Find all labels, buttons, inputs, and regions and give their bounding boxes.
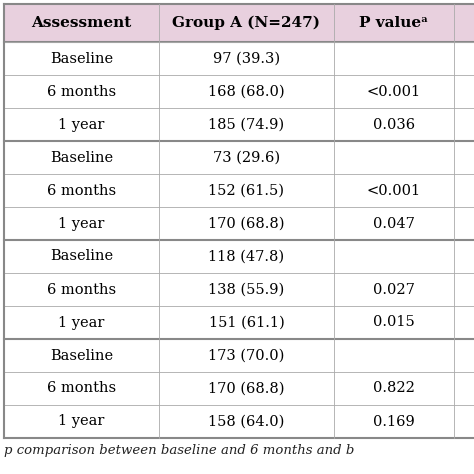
Text: p comparison between baseline and 6 months and b: p comparison between baseline and 6 mont… <box>4 444 355 457</box>
Text: 6 months: 6 months <box>47 183 116 198</box>
Text: Baseline: Baseline <box>50 249 113 264</box>
Bar <box>4 42 474 75</box>
Text: 170 (68.8): 170 (68.8) <box>208 217 285 230</box>
Text: 0.036: 0.036 <box>373 118 415 131</box>
Bar <box>4 405 474 438</box>
Bar <box>4 273 474 306</box>
Text: 138 (55.9): 138 (55.9) <box>209 283 284 297</box>
Text: Baseline: Baseline <box>50 348 113 363</box>
Text: P valueᵃ: P valueᵃ <box>359 16 428 30</box>
Bar <box>4 207 474 240</box>
Text: 0.015: 0.015 <box>373 316 415 329</box>
Text: Baseline: Baseline <box>50 52 113 65</box>
Text: 1 year: 1 year <box>58 217 105 230</box>
Text: 0.822: 0.822 <box>373 382 415 395</box>
Bar <box>4 141 474 174</box>
Bar <box>4 75 474 108</box>
Text: Assessment: Assessment <box>31 16 132 30</box>
Text: 151 (61.1): 151 (61.1) <box>209 316 284 329</box>
Text: 0.027: 0.027 <box>373 283 415 297</box>
Text: <0.001: <0.001 <box>367 183 421 198</box>
Bar <box>4 306 474 339</box>
Bar <box>4 339 474 372</box>
Bar <box>4 4 474 42</box>
Text: 6 months: 6 months <box>47 283 116 297</box>
Text: Group A (N=247): Group A (N=247) <box>173 16 320 30</box>
Text: 0.047: 0.047 <box>373 217 415 230</box>
Text: 158 (64.0): 158 (64.0) <box>208 414 285 428</box>
Text: 73 (29.6): 73 (29.6) <box>213 151 280 164</box>
Text: Baseline: Baseline <box>50 151 113 164</box>
Text: <0.001: <0.001 <box>367 84 421 99</box>
Text: 97 (39.3): 97 (39.3) <box>213 52 280 65</box>
Text: 1 year: 1 year <box>58 118 105 131</box>
Text: 6 months: 6 months <box>47 84 116 99</box>
Text: 0.169: 0.169 <box>373 414 415 428</box>
Bar <box>4 174 474 207</box>
Text: 1 year: 1 year <box>58 414 105 428</box>
Text: 152 (61.5): 152 (61.5) <box>209 183 284 198</box>
Text: 168 (68.0): 168 (68.0) <box>208 84 285 99</box>
Text: 1 year: 1 year <box>58 316 105 329</box>
Bar <box>4 372 474 405</box>
Text: 6 months: 6 months <box>47 382 116 395</box>
Text: 173 (70.0): 173 (70.0) <box>208 348 285 363</box>
Text: 185 (74.9): 185 (74.9) <box>209 118 284 131</box>
Text: 170 (68.8): 170 (68.8) <box>208 382 285 395</box>
Bar <box>4 108 474 141</box>
Bar <box>4 240 474 273</box>
Text: 118 (47.8): 118 (47.8) <box>209 249 284 264</box>
